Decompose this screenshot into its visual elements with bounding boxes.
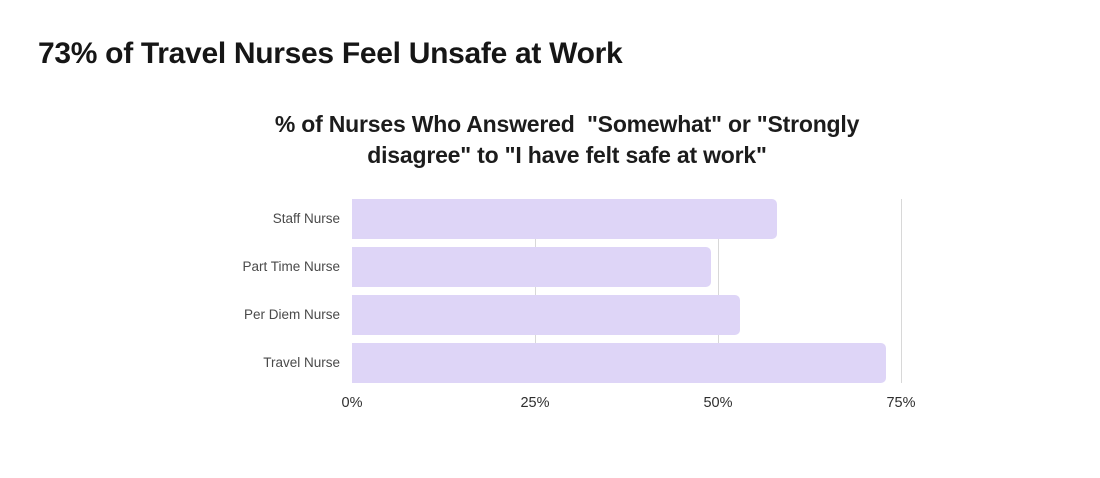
page-title: 73% of Travel Nurses Feel Unsafe at Work — [38, 37, 623, 70]
chart-title-line-2: disagree" to "I have felt safe at work" — [367, 142, 767, 168]
category-label-part-time-nurse: Part Time Nurse — [242, 259, 340, 274]
bar-part-time-nurse — [352, 247, 711, 287]
x-tick-label-25: 25% — [520, 395, 550, 411]
x-tick-label-0: 0% — [341, 395, 363, 411]
category-label-travel-nurse: Travel Nurse — [263, 355, 340, 370]
gridline-25 — [534, 199, 536, 383]
chart-title-line-1: % of Nurses Who Answered "Somewhat" or "… — [274, 111, 860, 137]
value-axis: 0% 25% 50% 75% — [342, 395, 916, 417]
category-label-per-diem-nurse: Per Diem Nurse — [243, 307, 340, 322]
bar-staff-nurse — [352, 199, 777, 239]
category-axis: Staff Nurse Part Time Nurse Per Diem Nurse… — [40, 199, 340, 383]
plot-area — [352, 199, 902, 383]
gridline-50 — [717, 199, 719, 383]
gridline-75 — [900, 199, 902, 383]
chart-title: % of Nurses Who Answered "Somewhat" or "… — [217, 109, 917, 171]
x-tick-label-50: 50% — [703, 395, 733, 411]
x-tick-label-75: 75% — [886, 395, 916, 411]
category-label-staff-nurse: Staff Nurse — [272, 211, 340, 226]
bar-travel-nurse — [352, 343, 887, 383]
bar-per-diem-nurse — [352, 295, 740, 335]
